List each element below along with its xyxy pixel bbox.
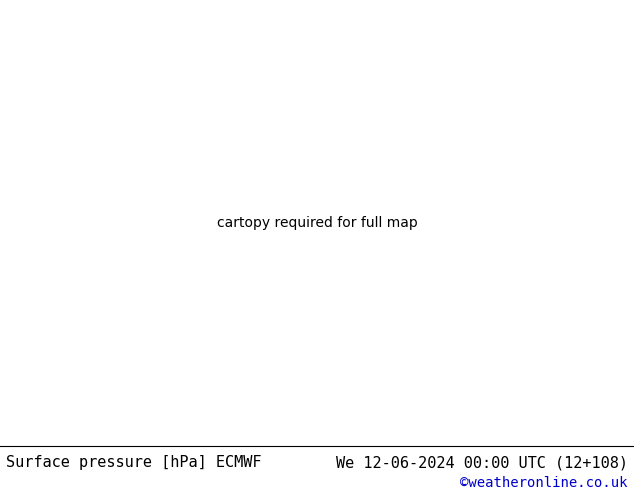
Text: We 12-06-2024 00:00 UTC (12+108): We 12-06-2024 00:00 UTC (12+108) (335, 455, 628, 470)
Text: Surface pressure [hPa] ECMWF: Surface pressure [hPa] ECMWF (6, 455, 262, 470)
Text: ©weatheronline.co.uk: ©weatheronline.co.uk (460, 476, 628, 490)
Text: cartopy required for full map: cartopy required for full map (217, 216, 417, 230)
